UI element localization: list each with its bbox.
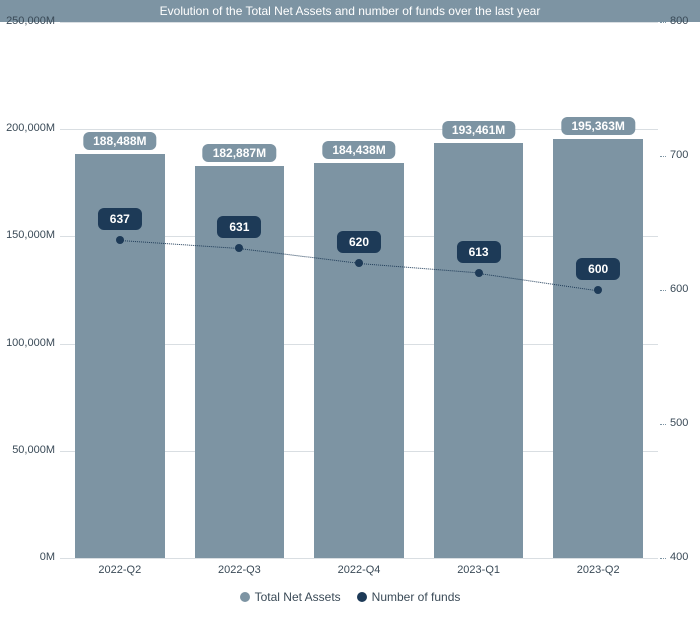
bar-value-label: 188,488M bbox=[83, 132, 156, 150]
x-tick-label: 2022-Q3 bbox=[218, 564, 261, 576]
line-marker bbox=[355, 259, 363, 267]
bar bbox=[314, 163, 404, 558]
x-tick-label: 2023-Q1 bbox=[457, 564, 500, 576]
y-left-tick-label: 50,000M bbox=[0, 444, 55, 456]
legend-item: Number of funds bbox=[357, 590, 461, 604]
grid-line bbox=[60, 558, 658, 559]
y-right-tick bbox=[660, 156, 666, 157]
legend-dot-icon bbox=[357, 592, 367, 602]
bar bbox=[553, 139, 643, 558]
y-right-tick bbox=[660, 558, 666, 559]
y-right-tick-label: 800 bbox=[670, 15, 688, 27]
combo-chart: Evolution of the Total Net Assets and nu… bbox=[0, 0, 700, 617]
y-left-tick-label: 200,000M bbox=[0, 122, 55, 134]
line-value-label: 620 bbox=[337, 231, 381, 253]
plot-area: 188,488M 182,887M 184,438M 193,461M 195,363M… bbox=[60, 22, 658, 558]
line-marker bbox=[594, 286, 602, 294]
y-right-tick-label: 500 bbox=[670, 417, 688, 429]
legend: Total Net Assets Number of funds bbox=[0, 590, 700, 605]
y-right-tick bbox=[660, 290, 666, 291]
x-tick-label: 2023-Q2 bbox=[577, 564, 620, 576]
bar-value-label: 184,438M bbox=[322, 141, 395, 159]
y-right-tick-label: 600 bbox=[670, 283, 688, 295]
line-value-label: 631 bbox=[217, 216, 261, 238]
grid-line bbox=[60, 22, 658, 23]
bar-value-label: 195,363M bbox=[562, 117, 635, 135]
bar-value-label: 182,887M bbox=[203, 144, 276, 162]
legend-dot-icon bbox=[240, 592, 250, 602]
legend-label: Number of funds bbox=[372, 590, 461, 604]
y-left-tick-label: 100,000M bbox=[0, 337, 55, 349]
legend-label: Total Net Assets bbox=[255, 590, 341, 604]
y-left-tick-label: 0M bbox=[0, 551, 55, 563]
line-marker bbox=[475, 269, 483, 277]
line-marker bbox=[116, 236, 124, 244]
line-value-label: 637 bbox=[98, 208, 142, 230]
y-right-tick bbox=[660, 22, 666, 23]
bar bbox=[434, 143, 524, 558]
x-tick-label: 2022-Q4 bbox=[338, 564, 381, 576]
y-right-tick-label: 400 bbox=[670, 551, 688, 563]
bar-value-label: 193,461M bbox=[442, 121, 515, 139]
y-left-tick-label: 250,000M bbox=[0, 15, 55, 27]
y-right-tick-label: 700 bbox=[670, 149, 688, 161]
x-tick-label: 2022-Q2 bbox=[98, 564, 141, 576]
legend-item: Total Net Assets bbox=[240, 590, 341, 604]
y-left-tick-label: 150,000M bbox=[0, 229, 55, 241]
line-marker bbox=[235, 244, 243, 252]
chart-title: Evolution of the Total Net Assets and nu… bbox=[0, 0, 700, 22]
y-right-tick bbox=[660, 424, 666, 425]
line-value-label: 600 bbox=[576, 258, 620, 280]
line-value-label: 613 bbox=[457, 241, 501, 263]
